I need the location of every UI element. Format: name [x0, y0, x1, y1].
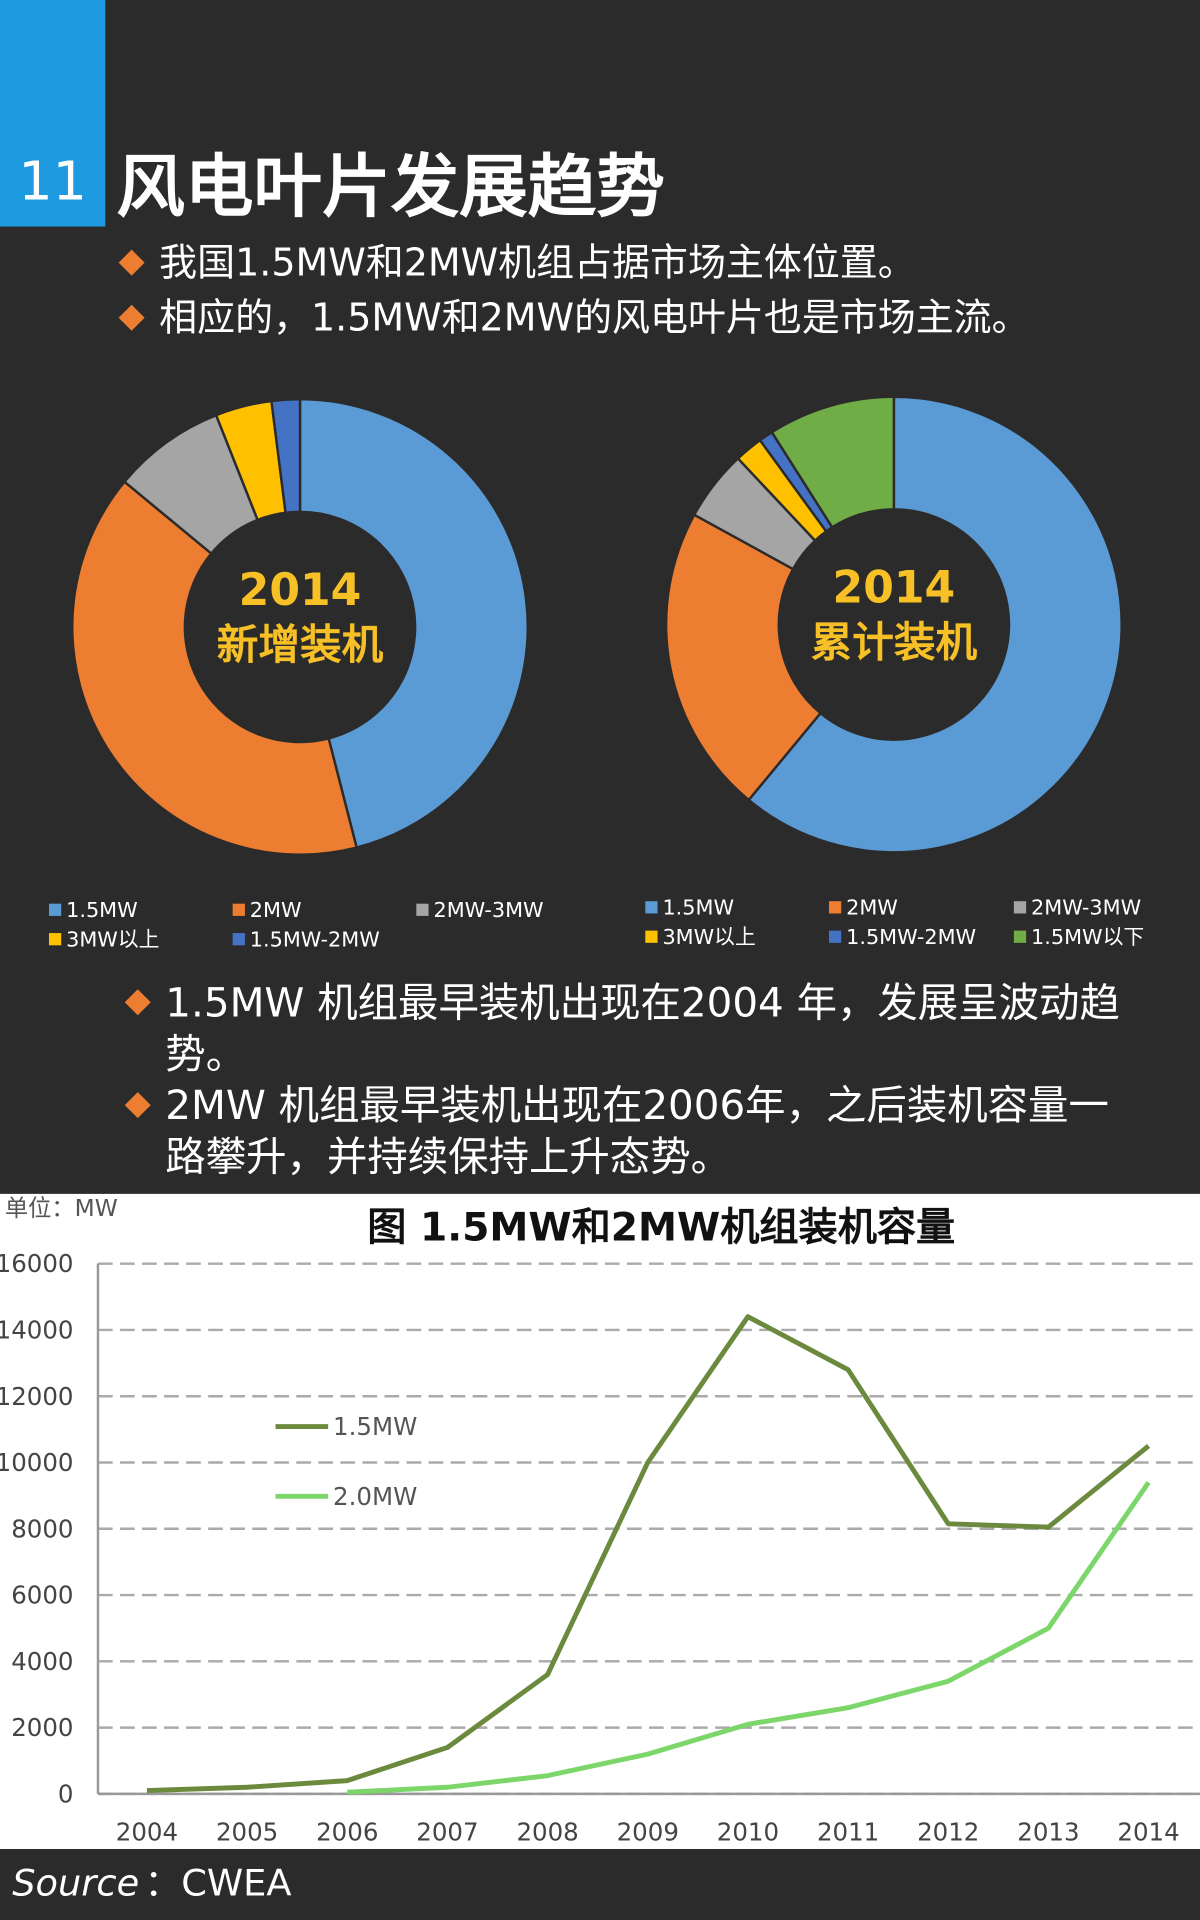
bullet-text: 1.5MW 机组最早装机出现在2004 年，发展呈波动趋势。 — [165, 978, 1120, 1078]
donut-subtitle: 新增装机 — [217, 620, 384, 669]
donut-segment — [664, 513, 823, 802]
donut-segment — [770, 395, 896, 529]
legend-swatch — [232, 933, 245, 946]
legend-swatch — [828, 930, 842, 943]
bullet: 相应的，1.5MW和2MW的风电叶片也是市场主流。 — [159, 296, 1030, 341]
legend-swatch — [48, 933, 62, 946]
line-series — [347, 1480, 1151, 1795]
y-tick-label: 4000 — [11, 1647, 73, 1676]
donut-title: 2014 — [833, 562, 956, 613]
legend-swatch — [1013, 930, 1027, 943]
source-label: Source — [12, 1862, 139, 1905]
x-tick-label: 2004 — [116, 1817, 178, 1846]
x-tick-label: 2006 — [316, 1817, 378, 1846]
x-tick-label: 2009 — [617, 1817, 679, 1846]
source: ：CWEA — [144, 1862, 291, 1905]
chart-title: 图 1.5MW和2MW机组装机容量 — [367, 1205, 955, 1250]
x-tick-label: 2007 — [416, 1817, 478, 1846]
line-chart-background — [0, 1193, 1200, 1849]
y-tick-label: 6000 — [11, 1581, 73, 1610]
legend-swatch — [828, 901, 842, 914]
line-series — [146, 1314, 1151, 1794]
bullet-icon — [118, 304, 145, 331]
legend-label: 1.5MW-2MW — [846, 925, 976, 949]
legend-label: 1.5MW — [66, 898, 138, 922]
x-tick-label: 2014 — [1117, 1817, 1179, 1846]
donut-segment — [270, 397, 302, 515]
legend-swatch — [645, 930, 658, 943]
legend-swatch — [416, 903, 429, 916]
legend-swatch — [645, 901, 658, 914]
x-tick-label: 2005 — [216, 1817, 278, 1846]
header-badge — [0, 0, 106, 227]
bullet: 2MW 机组最早装机出现在2006年，之后装机容量一路攀升，并持续保持上升态势。 — [165, 1081, 1109, 1181]
legend-swatch — [48, 903, 62, 916]
legend-label: 1.5MW-2MW — [250, 928, 380, 952]
header-title: 风电叶片发展趋势 — [116, 148, 665, 228]
legend-swatch — [1013, 901, 1027, 914]
y-tick-label: 8000 — [11, 1514, 73, 1543]
bullet: 我国1.5MW和2MW机组占据市场主体位置。 — [159, 241, 916, 286]
header-number: 11 — [18, 150, 87, 213]
legend-label: 1.5MW以下 — [1031, 925, 1144, 949]
x-tick-label: 2011 — [817, 1817, 879, 1846]
y-tick-label: 2000 — [11, 1713, 73, 1742]
legend-label: 2MW-3MW — [1031, 896, 1141, 920]
bullet-text: 我国1.5MW和2MW机组占据市场主体位置。 — [159, 241, 916, 286]
legend-label: 3MW以上 — [662, 925, 755, 949]
legend-label: 3MW以上 — [66, 928, 159, 952]
y-axis-label: 单位：MW — [5, 1195, 118, 1222]
y-tick-label: 10000 — [0, 1448, 73, 1477]
legend-label: 1.5MW — [333, 1412, 417, 1441]
legend-label: 1.5MW — [662, 896, 734, 920]
bullets-bottom: 1.5MW 机组最早装机出现在2004 年，发展呈波动趋势。 2MW 机组最早装… — [124, 978, 1120, 1181]
bullet-text: 相应的，1.5MW和2MW的风电叶片也是市场主流。 — [159, 296, 1030, 341]
y-tick-label: 16000 — [0, 1249, 73, 1278]
bullet: 1.5MW 机组最早装机出现在2004 年，发展呈波动趋势。 — [165, 978, 1120, 1078]
donut-segment — [298, 397, 529, 850]
legend-label: 2MW — [846, 896, 898, 920]
x-tick-label: 2012 — [917, 1817, 979, 1846]
legend-label: 2MW — [250, 898, 302, 922]
bullet-text: 2MW 机组最早装机出现在2006年，之后装机容量一路攀升，并持续保持上升态势。 — [165, 1081, 1109, 1181]
y-tick-label: 14000 — [0, 1316, 73, 1345]
donut-segment — [746, 395, 1123, 854]
donut-subtitle: 累计装机 — [811, 617, 978, 666]
legend-swatch — [232, 903, 245, 916]
bullets-top: 我国1.5MW和2MW机组占据市场主体位置。 相应的，1.5MW和2MW的风电叶… — [118, 241, 1030, 341]
x-tick-label: 2010 — [717, 1817, 779, 1846]
donut-segment — [71, 480, 359, 856]
x-tick-label: 2008 — [516, 1817, 578, 1846]
donut-title: 2014 — [239, 565, 362, 616]
legend-label: 2MW-3MW — [433, 898, 543, 922]
y-tick-label: 12000 — [0, 1382, 73, 1411]
y-tick-label: 0 — [58, 1779, 74, 1808]
x-tick-label: 2013 — [1017, 1817, 1079, 1846]
legend-label: 2.0MW — [333, 1482, 417, 1511]
